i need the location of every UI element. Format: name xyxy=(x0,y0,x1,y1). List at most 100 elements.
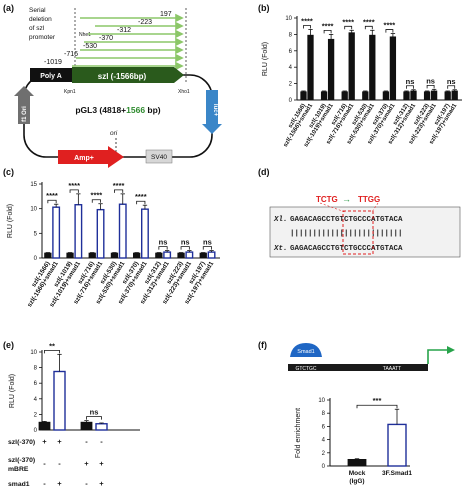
ori-label: ori xyxy=(110,130,118,137)
significance-label: **** xyxy=(301,16,313,25)
condition-mark: - xyxy=(85,437,88,446)
bar xyxy=(155,252,163,259)
condition-row-label: szl(-370) mBRE xyxy=(8,457,35,473)
y-axis-label: RLU (Fold) xyxy=(9,374,16,408)
deletion-label-530: -530 xyxy=(83,43,97,50)
bar xyxy=(66,252,74,259)
significance-label: **** xyxy=(322,21,334,30)
tss-arrow-head xyxy=(447,346,455,354)
significance-label: ** xyxy=(49,341,55,350)
y-tick-label: 4 xyxy=(289,65,293,71)
significance-bracket xyxy=(180,246,190,250)
deletion-label-197: 197 xyxy=(160,11,172,18)
significance-bracket xyxy=(364,25,373,30)
szl-promoter-box xyxy=(72,67,184,83)
significance-label: ns xyxy=(406,77,415,86)
bar xyxy=(347,458,367,467)
panel-a: (a) Serial deletion of szl promoter Nhe1… xyxy=(3,3,222,168)
significance-label: **** xyxy=(384,21,396,30)
significance-label: ns xyxy=(181,238,190,247)
y-tick-label: 15 xyxy=(30,182,37,188)
y-tick-label: 2 xyxy=(322,451,326,457)
y-axis-label: RLU (Fold) xyxy=(7,204,14,238)
mutation-highlight-box xyxy=(342,210,374,255)
condition-mark: - xyxy=(58,459,61,468)
bar xyxy=(382,91,390,101)
amp-arrow xyxy=(58,146,124,168)
significance-label: **** xyxy=(363,17,375,26)
bar xyxy=(118,203,127,259)
alignment-row2-label: Xt. xyxy=(273,245,288,253)
bar xyxy=(389,36,397,101)
xho1-label: Xho1 xyxy=(178,89,190,95)
bar xyxy=(369,34,376,101)
bar xyxy=(423,91,431,101)
polya-box xyxy=(30,68,72,82)
serial-label-line2: deletion xyxy=(29,16,52,23)
significance-bracket xyxy=(323,30,332,34)
chart-f: 0 2 4 6 8 10 Fold enrichment Mock (IgG) 3F.Smad1 *… xyxy=(295,396,412,485)
y-tick-label: 4 xyxy=(34,397,38,403)
nhe1-label: Nhe1 xyxy=(79,32,91,38)
serial-label-line1: Serial xyxy=(29,7,46,14)
significance-bracket xyxy=(426,84,435,89)
condition-mark: - xyxy=(43,479,46,488)
significance-label: ns xyxy=(447,77,456,86)
reporter-gene-arrow xyxy=(202,90,222,134)
sv40-box xyxy=(145,149,173,164)
plasmid-name: pGL3 (4818+1566 bp) xyxy=(75,105,160,115)
panel-d: TCTG → TTGG Xl. GAGACAGCCTGTCTGCCCATGTAC… xyxy=(269,194,461,258)
y-tick-label: 8 xyxy=(289,32,293,38)
bar xyxy=(185,251,194,259)
condition-row-label: smad1 xyxy=(8,481,30,488)
plasmid-backbone xyxy=(23,74,213,158)
y-tick-label: 2 xyxy=(34,412,38,418)
bar xyxy=(387,423,407,467)
bar xyxy=(53,370,66,431)
significance-bracket xyxy=(344,25,353,30)
y-tick-label: 2 xyxy=(289,82,293,88)
significance-bracket xyxy=(86,416,102,420)
mutation-to: TTGG xyxy=(358,195,380,204)
y-tick-label: 6 xyxy=(289,49,293,55)
tss-arrow-line xyxy=(427,349,448,364)
mutation-from: TCTG xyxy=(316,195,338,204)
bar xyxy=(300,91,307,101)
deletion-label-223: -223 xyxy=(138,19,152,26)
kpn1-label: Kpn1 xyxy=(64,89,76,95)
significance-bracket xyxy=(136,200,146,205)
amp-label: Amp+ xyxy=(74,155,94,162)
significance-bracket xyxy=(406,85,414,89)
condition-mark: + xyxy=(42,437,47,446)
condition-mark: + xyxy=(99,459,104,468)
bar xyxy=(38,421,51,431)
y-tick-label: 6 xyxy=(322,424,326,430)
y-tick-label: 4 xyxy=(322,438,326,444)
condition-row-label: szl(-370) xyxy=(8,439,35,446)
bar xyxy=(348,32,355,101)
panel-f-schematic: Smad1 GTCTGC TAAATT xyxy=(288,343,455,372)
significance-label: **** xyxy=(46,191,58,200)
significance-label: ns xyxy=(203,238,212,247)
significance-bracket xyxy=(356,404,398,409)
significance-bracket xyxy=(303,25,311,29)
panel-label-c: (c) xyxy=(3,167,14,177)
significance-label: ns xyxy=(90,408,99,417)
bar xyxy=(207,251,216,259)
condition-mark: + xyxy=(84,459,89,468)
condition-mark: - xyxy=(85,479,88,488)
significance-bracket xyxy=(69,189,79,193)
y-axis-label: RLU (Fold) xyxy=(262,42,269,76)
bar xyxy=(199,252,207,259)
sv40-label: SV40 xyxy=(151,154,167,161)
smad1-protein-shape xyxy=(290,343,322,357)
bar xyxy=(110,252,119,259)
bar xyxy=(327,38,335,101)
bar xyxy=(362,91,369,101)
bar xyxy=(52,206,61,259)
condition-mark: - xyxy=(43,459,46,468)
significance-bracket xyxy=(202,246,212,250)
significance-bracket xyxy=(447,85,456,89)
mutation-guide-left xyxy=(319,202,346,213)
